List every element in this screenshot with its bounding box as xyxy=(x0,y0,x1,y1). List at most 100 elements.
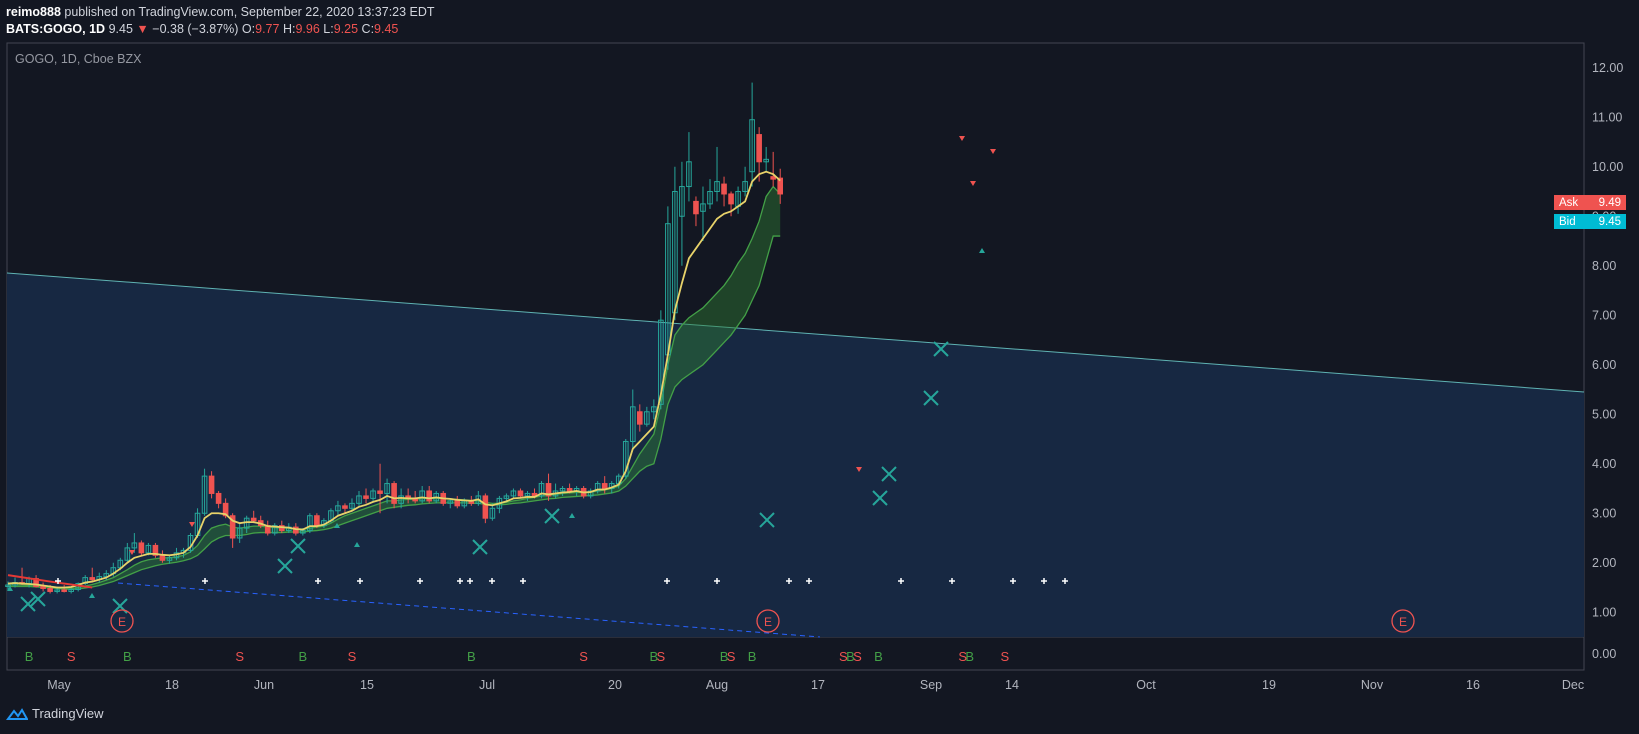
candle-body xyxy=(68,588,74,592)
candle xyxy=(40,582,46,592)
y-tick-label: 3.00 xyxy=(1592,506,1616,520)
brand-name: TradingView xyxy=(32,706,104,721)
signal-label: S xyxy=(67,649,76,664)
x-tick-label: 16 xyxy=(1466,678,1480,692)
cross-signal-icon xyxy=(472,539,488,555)
y-tick-label: 5.00 xyxy=(1592,407,1616,421)
candle xyxy=(749,82,755,187)
author-name[interactable]: reimo888 xyxy=(6,5,61,19)
candle-body xyxy=(61,589,67,592)
x-tick-label: Nov xyxy=(1361,678,1384,692)
cloud-logo-icon xyxy=(6,707,28,720)
candle xyxy=(700,186,706,241)
candle-body xyxy=(89,577,96,581)
signal-label: B xyxy=(965,649,974,664)
bid-value: 9.45 xyxy=(1598,215,1621,228)
x-tick-label: 19 xyxy=(1262,678,1276,692)
candle-body xyxy=(545,483,552,497)
candle xyxy=(644,406,650,427)
candle xyxy=(68,587,74,594)
high-label: H: xyxy=(282,22,296,36)
ema-line xyxy=(7,170,781,589)
candle xyxy=(651,399,657,420)
candle-body xyxy=(489,507,496,519)
candle-body xyxy=(566,488,573,492)
tradingview-logo[interactable]: TradingView xyxy=(6,706,104,721)
cross-signal-icon xyxy=(759,512,775,528)
plus-marker-icon xyxy=(1041,578,1047,584)
plus-marker-icon xyxy=(202,578,208,584)
x-tick-label: 15 xyxy=(360,678,374,692)
up-triangle-icon xyxy=(569,513,575,518)
low-value: 9.25 xyxy=(333,22,359,36)
signal-label: S xyxy=(235,649,244,664)
trend-line xyxy=(6,272,1585,393)
candle xyxy=(637,404,643,432)
plus-marker-icon xyxy=(417,578,423,584)
y-tick-label: 10.00 xyxy=(1592,160,1623,174)
signal-label: B xyxy=(874,649,883,664)
candle-body xyxy=(356,495,362,504)
down-triangle-icon xyxy=(189,522,195,527)
candle xyxy=(229,513,236,548)
cross-signal-icon xyxy=(20,596,36,612)
plus-marker-icon xyxy=(806,578,812,584)
candle-body xyxy=(201,475,208,514)
indicator-tick-label: 0.00 xyxy=(1592,647,1616,661)
candle xyxy=(482,493,489,524)
candle-body xyxy=(222,502,229,517)
candle-body xyxy=(587,490,594,497)
y-tick-label: 7.00 xyxy=(1592,308,1616,322)
ask-value: 9.49 xyxy=(1598,196,1621,209)
candle xyxy=(559,486,566,496)
candle-body xyxy=(54,589,60,592)
candle xyxy=(679,161,685,266)
candle xyxy=(742,166,748,197)
open-label: O: xyxy=(241,22,256,36)
cross-signal-icon xyxy=(30,591,46,607)
candle xyxy=(672,166,678,321)
candle-body xyxy=(517,490,524,497)
plus-marker-icon xyxy=(520,578,526,584)
close-label: C: xyxy=(361,22,375,36)
candle-body xyxy=(644,411,650,425)
candle xyxy=(342,503,348,514)
candle xyxy=(454,495,461,509)
candle-body xyxy=(763,158,769,163)
x-tick-label: Dec xyxy=(1562,678,1584,692)
candle-body xyxy=(131,542,138,549)
candle-body xyxy=(145,544,152,554)
candle-body xyxy=(679,186,685,217)
candle-body xyxy=(447,500,454,504)
earnings-marker-icon: E xyxy=(1391,609,1415,633)
symbol-label: BATS:GOGO, 1D xyxy=(6,22,106,36)
open-value: 9.77 xyxy=(255,22,280,36)
candle-body xyxy=(524,492,531,497)
candle xyxy=(524,490,531,501)
down-triangle-icon xyxy=(129,550,135,555)
candle xyxy=(215,490,222,509)
signal-label: B xyxy=(720,649,729,664)
candle xyxy=(538,481,545,499)
candle-body xyxy=(426,490,432,502)
candle xyxy=(707,179,713,209)
plus-marker-icon xyxy=(457,578,463,584)
candle-body xyxy=(349,502,355,509)
candle xyxy=(208,471,215,499)
candle xyxy=(349,498,355,511)
candle xyxy=(363,488,369,504)
candle-body xyxy=(307,515,313,532)
down-triangle-icon xyxy=(959,136,965,141)
up-triangle-icon xyxy=(89,593,95,598)
candle-body xyxy=(236,527,243,539)
plus-marker-icon xyxy=(1010,578,1016,584)
earnings-label: E xyxy=(1399,615,1407,629)
plus-marker-icon xyxy=(467,578,473,584)
signal-label: B xyxy=(25,649,34,664)
price-change: −0.38 (−3.87%) xyxy=(152,22,239,36)
candle xyxy=(124,542,131,563)
x-tick-label: Jul xyxy=(479,678,495,692)
candle-body xyxy=(693,200,699,215)
candle xyxy=(426,486,432,504)
